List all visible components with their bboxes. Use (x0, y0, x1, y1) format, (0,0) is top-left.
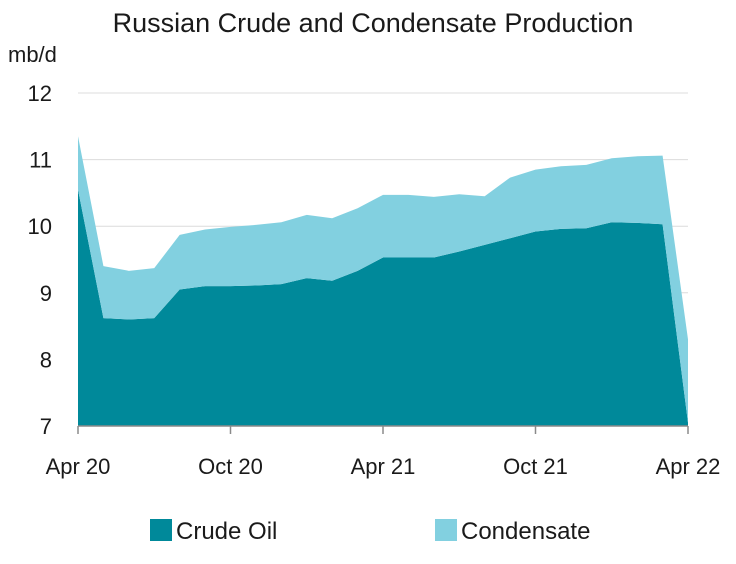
x-tick-label: Apr 22 (656, 454, 721, 479)
x-axis-ticks: Apr 20 Oct 20 Apr 21 Oct 21 Apr 22 (46, 426, 721, 479)
x-tick-label: Apr 21 (351, 454, 416, 479)
y-tick-label: 9 (40, 281, 52, 306)
legend-swatch (150, 519, 172, 541)
legend-swatch (435, 519, 457, 541)
y-tick-label: 8 (40, 347, 52, 372)
legend: Crude Oil Condensate (150, 518, 590, 545)
legend-item: Condensate (435, 518, 590, 545)
plot-area (78, 136, 688, 426)
x-tick-label: Apr 20 (46, 454, 111, 479)
chart-title: Russian Crude and Condensate Production (113, 8, 634, 38)
y-tick-label: 7 (40, 414, 52, 439)
y-axis-unit: mb/d (8, 42, 57, 67)
legend-item: Crude Oil (150, 518, 277, 545)
area-series-condensate (78, 136, 688, 423)
legend-label: Condensate (461, 518, 590, 545)
x-tick-label: Oct 20 (198, 454, 263, 479)
x-tick-label: Oct 21 (503, 454, 568, 479)
y-tick-label: 11 (29, 148, 52, 173)
y-tick-label: 12 (28, 81, 52, 106)
area-series-crude-oil (78, 189, 688, 426)
y-axis-ticks: 7 8 9 10 11 12 (28, 81, 52, 439)
legend-label: Crude Oil (176, 518, 277, 545)
y-tick-label: 10 (28, 214, 52, 239)
